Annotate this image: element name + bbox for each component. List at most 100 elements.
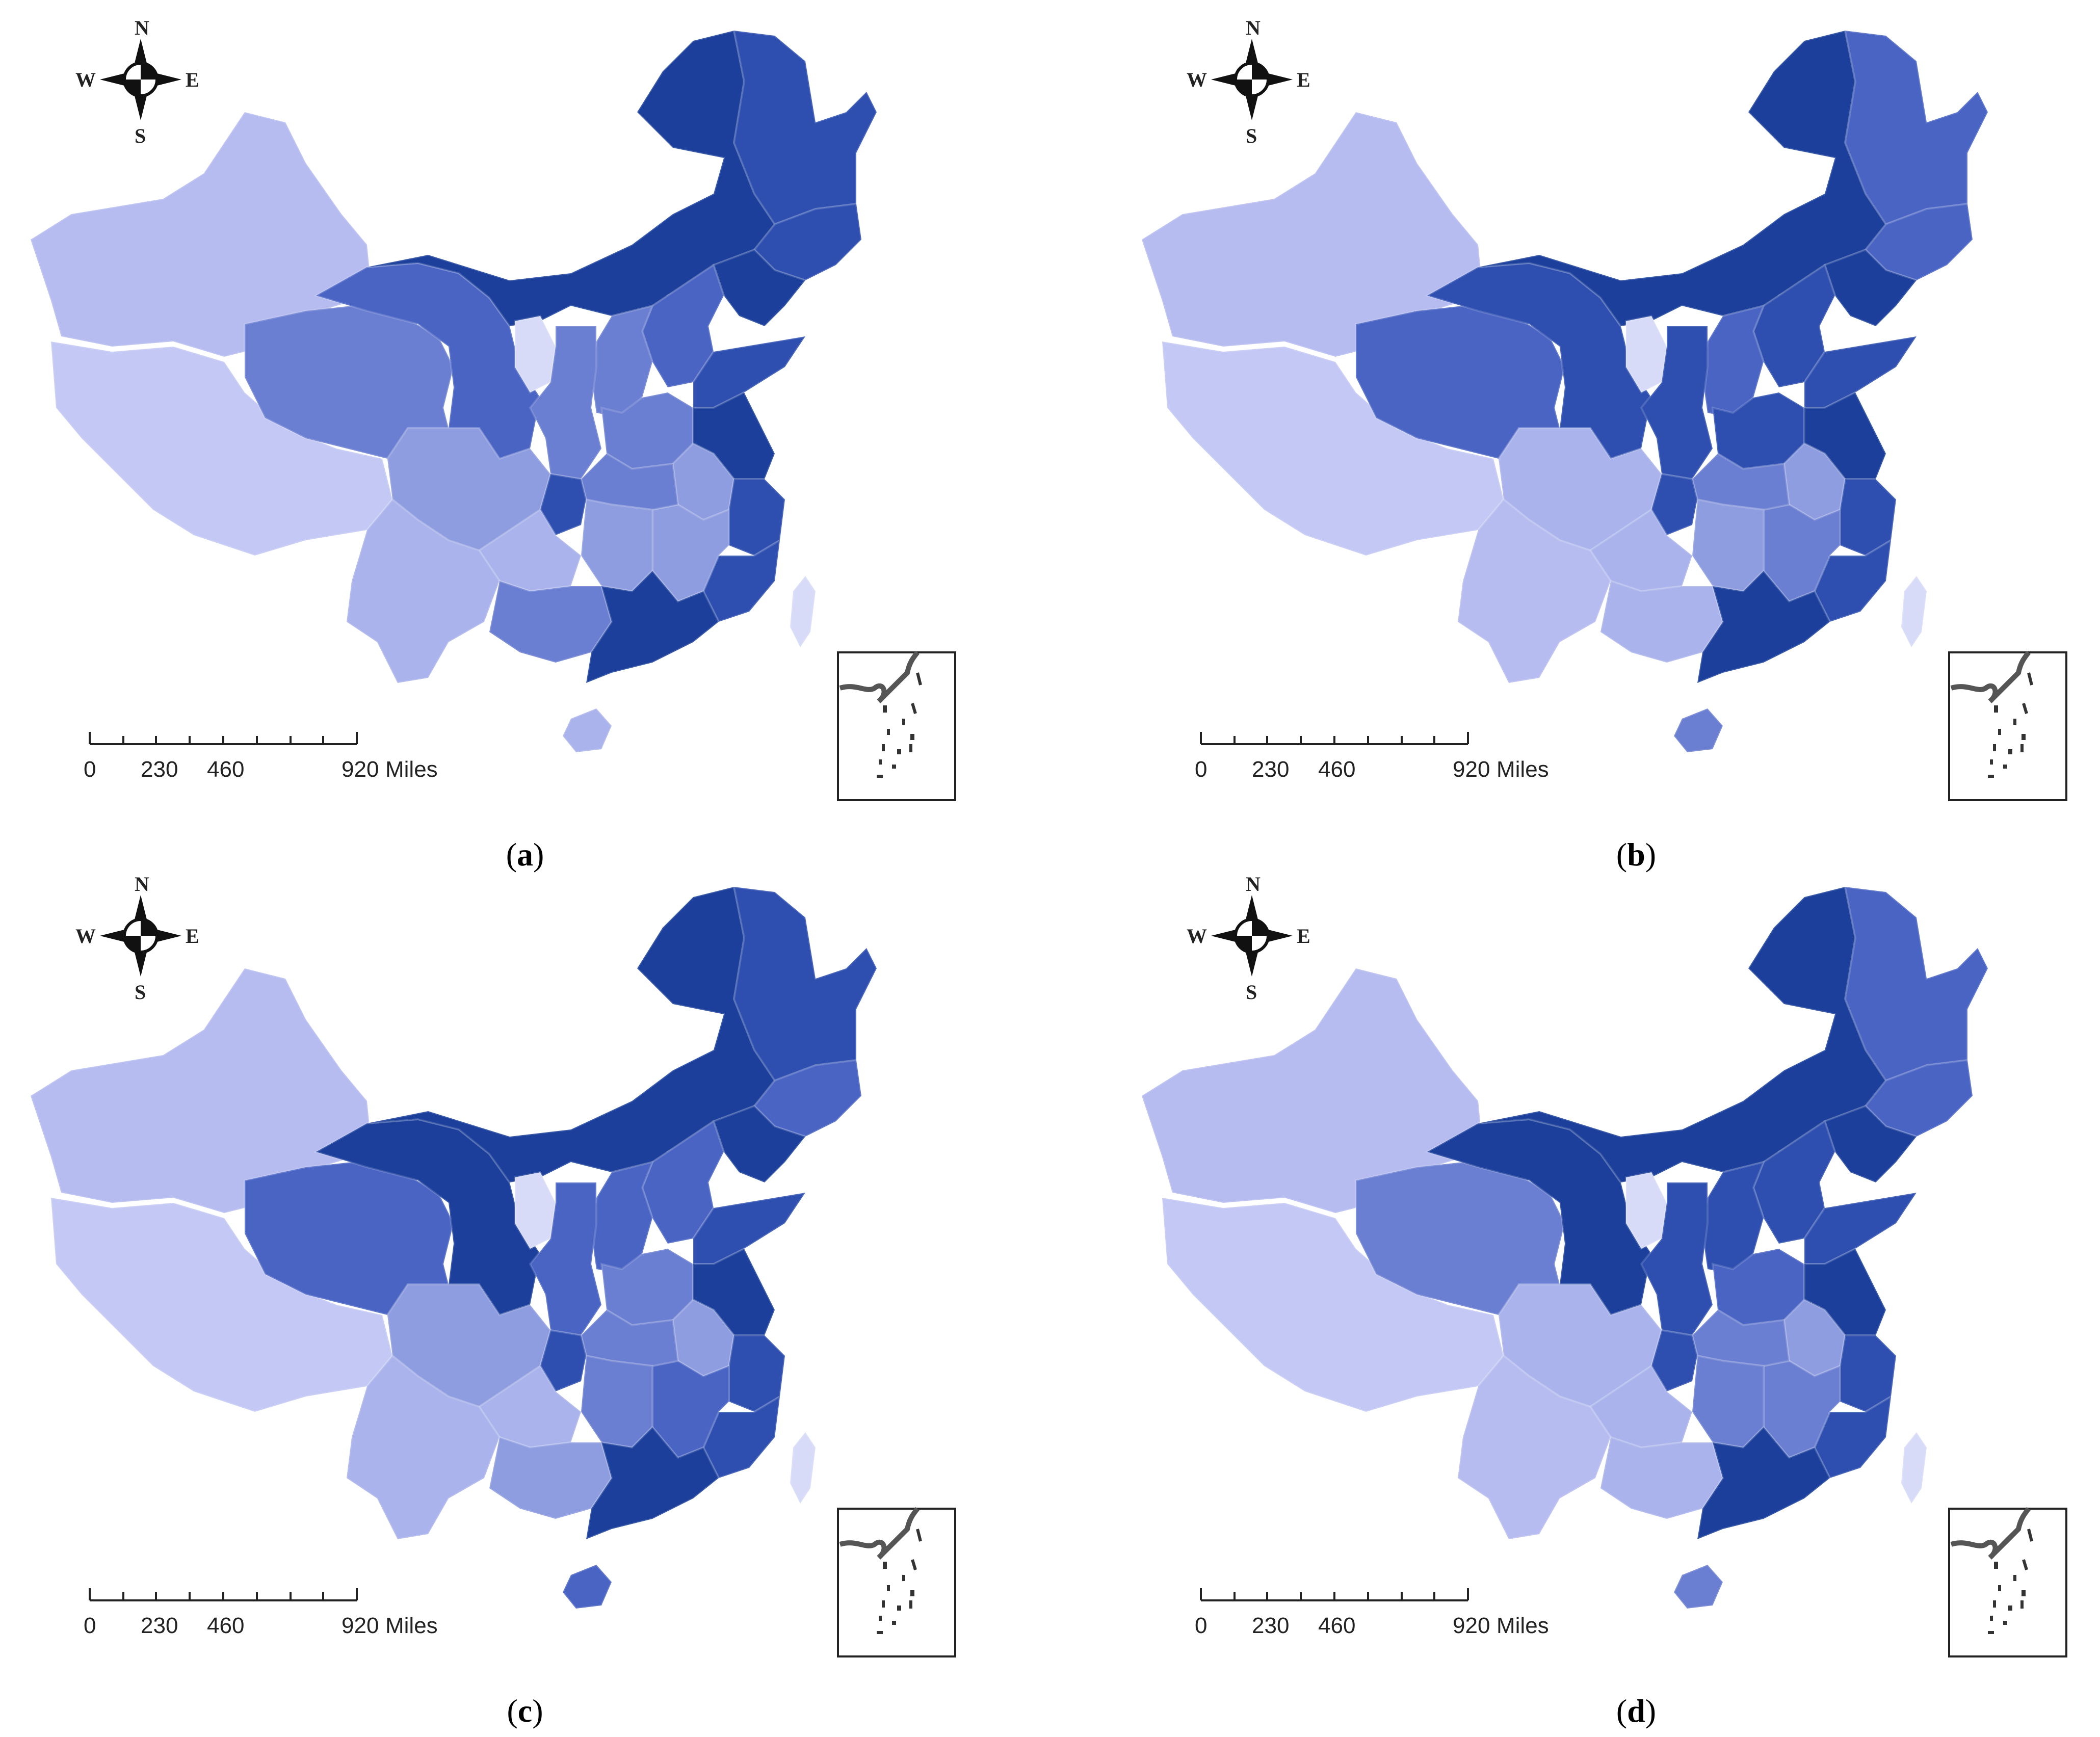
province-guizhou <box>1589 1364 1694 1449</box>
scale-label-460: 460 <box>1318 1613 1355 1638</box>
scale-label-230: 230 <box>1252 1613 1289 1638</box>
province-hubei <box>1691 1308 1791 1367</box>
province-hubei <box>1691 452 1791 511</box>
scale-label-0: 0 <box>84 1613 96 1638</box>
map-panel-d: N S W E 0 230 460 920 Miles <box>1111 856 2100 1729</box>
provinces <box>1140 29 1989 754</box>
compass-label-e: E <box>1297 925 1310 948</box>
scale-bar <box>89 1588 358 1601</box>
province-hunan <box>580 498 653 593</box>
compass-label-e: E <box>186 68 199 91</box>
province-heilongjiang <box>732 885 878 1082</box>
province-jilin <box>753 202 863 282</box>
china-map: N S W E 0 230 460 920 Miles <box>29 873 956 1657</box>
province-heilongjiang <box>1844 885 1989 1082</box>
province-hunan <box>1691 498 1765 593</box>
province-yunnan <box>1456 1354 1612 1541</box>
compass-quadrant-a <box>1252 919 1268 936</box>
compass-label-s: S <box>135 124 146 147</box>
scale-label-230: 230 <box>141 1613 178 1638</box>
scale-label-0: 0 <box>1195 757 1207 782</box>
province-hunan <box>1691 1354 1765 1449</box>
compass-label-w: W <box>1187 68 1207 91</box>
map-panel-c: N S W E 0 230 460 920 Miles <box>0 856 1050 1729</box>
compass-quadrant-a <box>1252 63 1268 80</box>
panel-label: b <box>1627 836 1645 873</box>
compass-quadrant-a <box>141 63 157 80</box>
scale-label-920: 920 <box>1453 1613 1490 1638</box>
scale-bar <box>1200 732 1469 745</box>
panel-caption: (b) <box>1616 836 1657 873</box>
scale-label-0: 0 <box>1195 1613 1207 1638</box>
china-map: N S W E 0 230 460 920 Miles <box>1140 873 2067 1657</box>
compass-label-n: N <box>1246 16 1261 39</box>
south-china-sea-inset <box>837 1507 956 1657</box>
scale-unit-label: Miles <box>385 1613 438 1638</box>
province-liaoning <box>712 1104 807 1184</box>
compass-label-e: E <box>1297 68 1310 91</box>
scale-label-230: 230 <box>1252 757 1289 782</box>
panel-label: c <box>517 1693 533 1729</box>
provinces <box>29 885 878 1610</box>
south-china-sea-inset <box>837 650 956 801</box>
compass-quadrant-b <box>124 936 141 952</box>
scale-label-920: 920 <box>342 1613 379 1638</box>
china-map: N S W E 0 230 460 920 Miles <box>1140 16 2067 801</box>
scale-label-460: 460 <box>207 1613 244 1638</box>
panel-label: d <box>1627 1693 1645 1729</box>
south-china-sea-inset <box>1948 650 2067 801</box>
province-taiwan <box>1900 574 1928 649</box>
compass-label-s: S <box>1246 124 1257 147</box>
province-zhejiang <box>728 1334 786 1413</box>
province-jilin <box>753 1059 863 1138</box>
compass-label-w: W <box>75 68 96 91</box>
south-china-sea-inset <box>1948 1507 2067 1657</box>
compass-rose: N S W E <box>75 16 199 147</box>
scale-unit-label: Miles <box>1497 1613 1549 1638</box>
scale-label-460: 460 <box>1318 757 1355 782</box>
compass-rose: N S W E <box>1187 16 1310 147</box>
compass-rose: N S W E <box>75 873 199 1004</box>
province-taiwan <box>789 574 817 649</box>
province-hainan <box>1672 1563 1724 1610</box>
panel-caption: (d) <box>1616 1693 1657 1729</box>
scale-label-920: 920 <box>1453 757 1490 782</box>
province-yunnan <box>345 1354 501 1541</box>
map-panel-a: N S W E 0 230 460 920 Miles <box>0 0 1050 873</box>
province-liaoning <box>1823 248 1919 328</box>
panel-caption: (c) <box>507 1693 543 1729</box>
panel-label: a <box>517 836 533 873</box>
scale-unit-label: Miles <box>385 757 438 782</box>
scale-label-920: 920 <box>342 757 379 782</box>
scale-label-230: 230 <box>141 757 178 782</box>
compass-label-n: N <box>135 16 149 39</box>
province-hunan <box>580 1354 653 1449</box>
scale-bar <box>1200 1588 1469 1601</box>
compass-label-w: W <box>75 925 96 948</box>
compass-quadrant-b <box>1236 80 1252 96</box>
province-guizhou <box>1589 508 1694 593</box>
province-hainan <box>561 1563 613 1610</box>
province-liaoning <box>1823 1104 1919 1184</box>
compass-label-s: S <box>135 981 146 1004</box>
scale-label-460: 460 <box>207 757 244 782</box>
provinces <box>1140 885 1989 1610</box>
province-guangdong <box>585 569 720 685</box>
province-taiwan <box>1900 1430 1928 1506</box>
compass-label-n: N <box>135 873 149 896</box>
province-taiwan <box>789 1430 817 1506</box>
compass-quadrant-b <box>1236 936 1252 952</box>
scale-unit-label: Miles <box>1497 757 1549 782</box>
compass-label-e: E <box>186 925 199 948</box>
china-map: N S W E 0 230 460 920 Miles <box>29 16 956 801</box>
compass-label-s: S <box>1246 981 1257 1004</box>
province-guangdong <box>1696 1426 1831 1541</box>
province-yunnan <box>1456 498 1612 685</box>
province-jilin <box>1864 1059 1974 1138</box>
province-heilongjiang <box>732 29 878 226</box>
province-zhejiang <box>728 478 786 557</box>
province-heilongjiang <box>1844 29 1989 226</box>
scale-label-0: 0 <box>84 757 96 782</box>
map-panel-b: N S W E 0 230 460 920 Miles <box>1111 0 2100 873</box>
province-guangdong <box>585 1426 720 1541</box>
